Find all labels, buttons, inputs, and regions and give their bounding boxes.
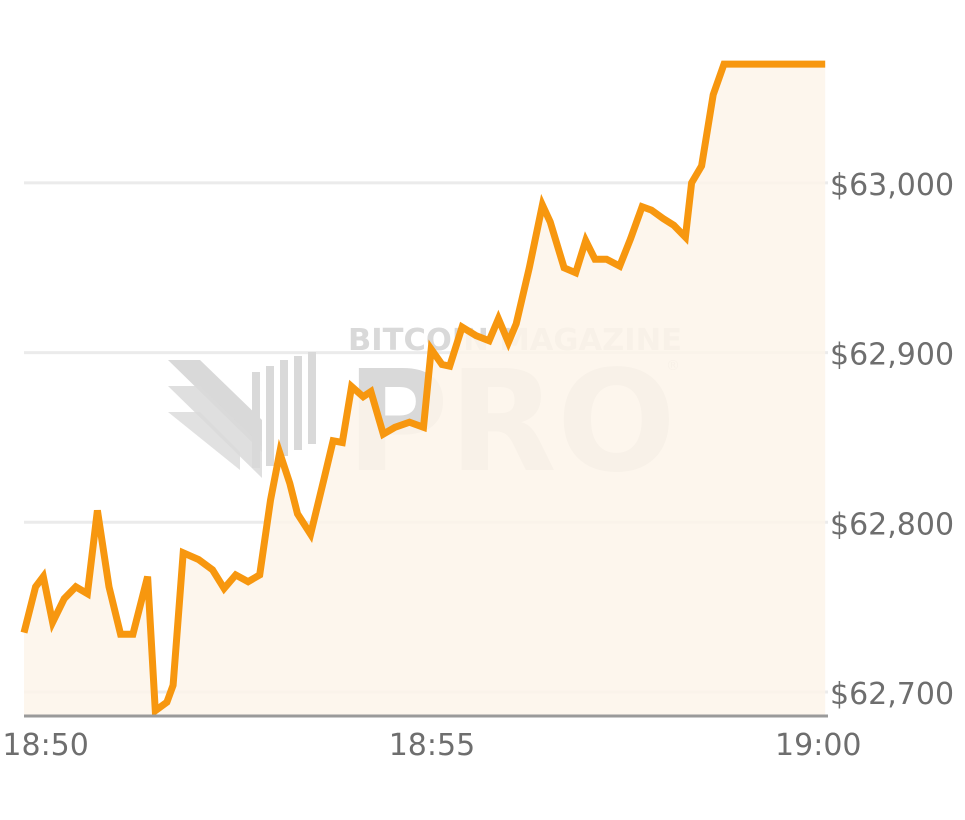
y-tick-label: $62,800 [830,507,954,542]
x-tick-label: 19:00 [775,728,861,763]
x-tick-label: 18:50 [2,728,88,763]
x-tick-label: 18:55 [389,728,475,763]
watermark-logo-icon [168,352,316,478]
series-line [20,60,826,718]
y-tick-label: $63,000 [830,168,954,203]
y-tick-label: $62,700 [830,677,954,712]
y-tick-label: $62,900 [830,338,954,373]
series-area [24,64,826,717]
x-axis-ticks: 18:50 18:55 19:00 [2,728,861,763]
y-axis-ticks: $62,700 $62,800 $62,900 $63,000 [830,168,954,712]
series-layer [20,60,826,718]
